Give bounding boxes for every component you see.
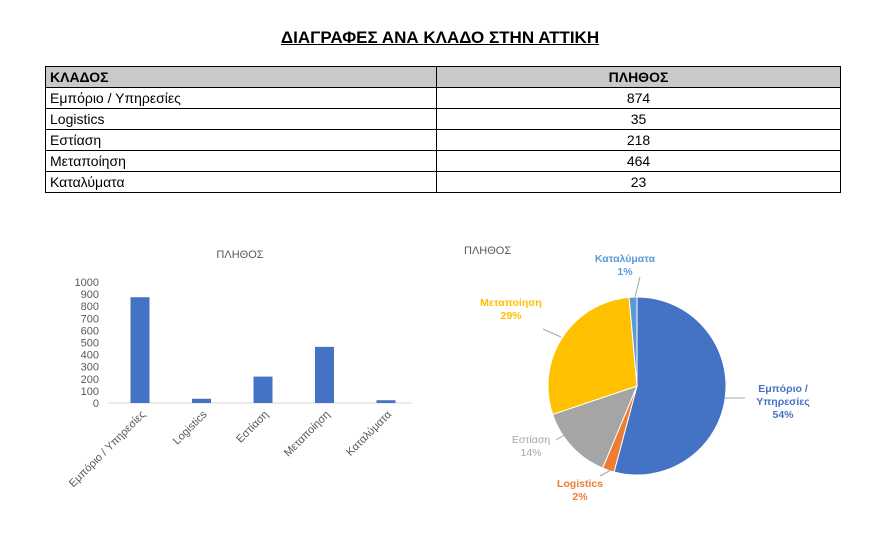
pie-slice bbox=[547, 296, 638, 416]
pie-data-label: 54% bbox=[772, 409, 794, 421]
leader-line bbox=[599, 469, 612, 477]
bar bbox=[253, 376, 273, 403]
pie-data-label: Εμπόριο / bbox=[758, 383, 808, 395]
sector-cell: Καταλύματα bbox=[45, 171, 437, 193]
table-row: Καταλύματα 23 bbox=[45, 171, 841, 193]
x-tick-label: Εμπόριο / Υπηρεσίες bbox=[67, 409, 148, 490]
y-tick-label: 400 bbox=[81, 350, 99, 362]
pie-data-label: Υπηρεσίες bbox=[756, 396, 810, 408]
pie-data-label: 14% bbox=[520, 447, 541, 459]
header-sector: ΚΛΑΔΟΣ bbox=[45, 66, 437, 88]
pie-data-label: 2% bbox=[572, 491, 588, 503]
table-header-row: ΚΛΑΔΟΣ ΠΛΗΘΟΣ bbox=[45, 66, 841, 88]
leader-line bbox=[555, 430, 572, 441]
y-tick-label: 700 bbox=[81, 313, 99, 325]
y-tick-label: 0 bbox=[93, 398, 99, 410]
data-table: ΚΛΑΔΟΣ ΠΛΗΘΟΣ Εμπόριο / Υπηρεσίες 874 Logi… bbox=[45, 66, 841, 193]
x-tick-label: Εστίαση bbox=[234, 409, 271, 446]
y-tick-label: 600 bbox=[81, 325, 99, 337]
y-tick-label: 800 bbox=[81, 301, 99, 313]
leader-line bbox=[634, 276, 641, 298]
x-tick-label: Καταλύματα bbox=[344, 408, 394, 458]
pie-data-label: 1% bbox=[617, 266, 633, 278]
leader-line bbox=[542, 328, 562, 338]
pie-data-label: Logistics bbox=[557, 478, 603, 490]
header-count: ΠΛΗΘΟΣ bbox=[436, 66, 841, 88]
x-tick-label: Logistics bbox=[171, 408, 210, 447]
page-title: ΔΙΑΓΡΑΦΕΣ ΑΝΑ ΚΛΑΔΟ ΣΤΗΝ ΑΤΤΙΚΗ bbox=[280, 28, 600, 47]
pie-data-label: Καταλύματα bbox=[595, 253, 656, 265]
pie-chart-title: ΠΛΗΘΟΣ bbox=[464, 245, 511, 257]
pie-slice bbox=[552, 385, 638, 469]
table-row: Εστίαση 218 bbox=[45, 129, 841, 151]
table-row: Εμπόριο / Υπηρεσίες 874 bbox=[45, 87, 841, 109]
bar bbox=[315, 346, 334, 403]
bar-chart-title: ΠΛΗΘΟΣ bbox=[216, 249, 263, 261]
y-tick-label: 1000 bbox=[75, 277, 99, 289]
sector-cell: Εμπόριο / Υπηρεσίες bbox=[45, 87, 437, 109]
bar bbox=[376, 400, 396, 403]
pie-slice bbox=[628, 296, 638, 387]
bar bbox=[130, 297, 150, 403]
pie-data-label: Εστίαση bbox=[512, 434, 551, 446]
bar bbox=[192, 398, 211, 403]
pie-data-label: Μεταποίηση bbox=[480, 297, 542, 309]
y-tick-label: 900 bbox=[81, 289, 99, 301]
count-cell: 218 bbox=[436, 129, 841, 151]
table-row: Μεταποίηση 464 bbox=[45, 150, 841, 172]
y-tick-label: 100 bbox=[81, 386, 99, 398]
y-tick-label: 500 bbox=[81, 338, 99, 350]
pie-data-label: 29% bbox=[500, 310, 522, 322]
x-tick-label: Μεταποίηση bbox=[282, 409, 333, 460]
count-cell: 23 bbox=[436, 171, 841, 193]
y-tick-label: 300 bbox=[81, 362, 99, 374]
y-tick-label: 200 bbox=[81, 374, 99, 386]
